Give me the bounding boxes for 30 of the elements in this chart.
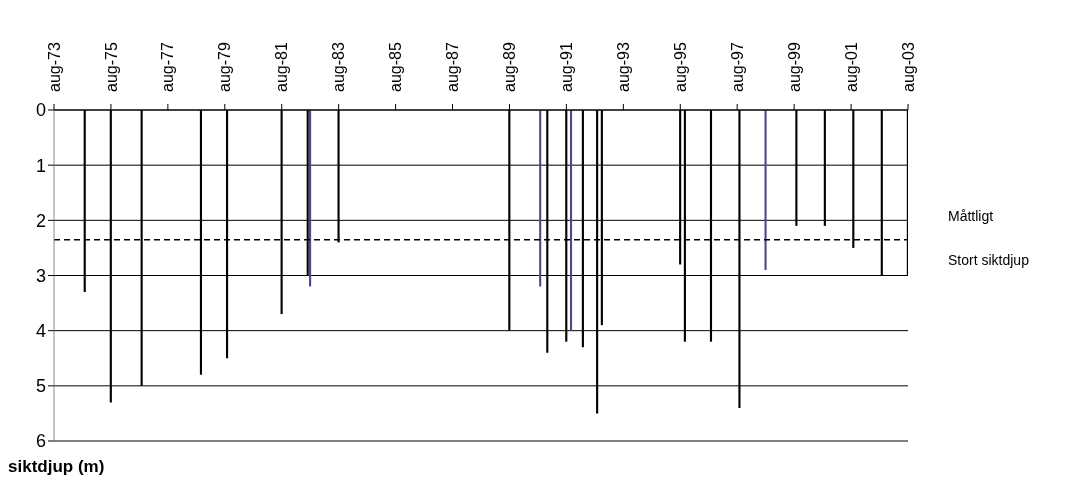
y-tick-label: 1 — [35, 155, 46, 176]
text: Stort siktdjup — [948, 251, 1029, 268]
x-tick-label: aug-99 — [785, 42, 803, 92]
x-tick-label: aug-91 — [558, 42, 575, 92]
x-tick-label: aug-81 — [273, 42, 291, 92]
y-axis-title: siktdjup (m) — [8, 457, 106, 477]
y-tick-label: 4 — [35, 321, 46, 342]
x-tick-label: aug-87 — [444, 42, 462, 92]
x-tick-label: aug-95 — [671, 42, 689, 92]
y-tick-label: 3 — [35, 265, 46, 286]
x-tick-label: aug-85 — [387, 42, 405, 92]
x-tick-label: aug-93 — [614, 42, 632, 92]
x-tick-label: aug-97 — [728, 42, 746, 92]
x-tick-label: aug-89 — [501, 42, 519, 92]
bar — [309, 110, 312, 287]
bar — [569, 110, 573, 331]
bar — [764, 110, 767, 270]
y-tick-label: 5 — [35, 376, 46, 397]
x-tick-label: aug-77 — [159, 42, 177, 92]
y-tick-label: 6 — [35, 431, 46, 452]
x-tick-label: aug-73 — [45, 42, 63, 92]
x-tick-label: aug-83 — [330, 42, 348, 92]
text: Måttligt — [948, 207, 994, 224]
x-tick-label: aug-01 — [842, 42, 860, 92]
y-tick-label: 2 — [35, 210, 46, 231]
y-tick-label: 0 — [35, 100, 46, 121]
bar — [539, 110, 542, 287]
x-tick-label: aug-75 — [102, 42, 120, 92]
x-tick-label: aug-79 — [216, 42, 234, 92]
x-tick-label: aug-03 — [899, 42, 917, 92]
